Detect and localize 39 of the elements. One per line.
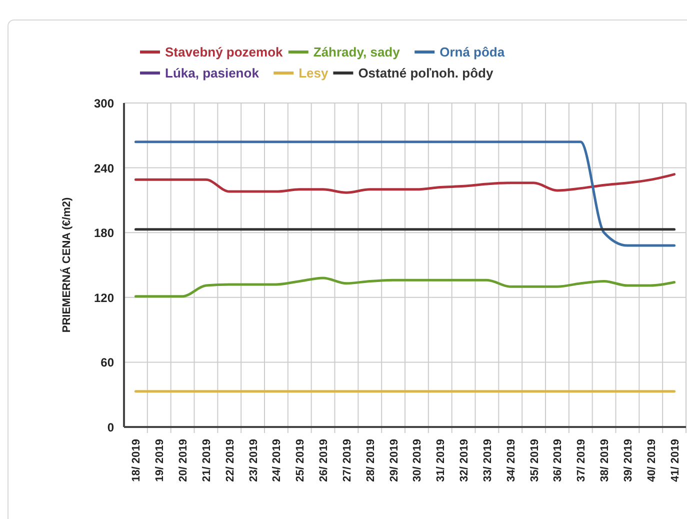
line-series — [134, 276, 676, 298]
x-tick-label: 30/ 2019 — [412, 439, 424, 482]
legend-label: Stavebný pozemok — [165, 44, 284, 60]
line-series — [134, 173, 676, 194]
legend-label: Ostatné poľnoh. pôdy — [358, 66, 494, 80]
x-tick-label: 22/ 2019 — [224, 439, 236, 482]
x-tick-label: 18/ 2019 — [130, 439, 143, 482]
x-tick-label: 24/ 2019 — [271, 439, 284, 482]
x-tick-label: 33/ 2019 — [482, 439, 494, 482]
x-tick-label: 21/ 2019 — [200, 439, 213, 482]
x-tick-label: 37/ 2019 — [576, 439, 588, 482]
y-tick-label: 300 — [94, 96, 114, 110]
y-tick-label: 120 — [94, 290, 114, 305]
y-tick-label: 180 — [94, 226, 114, 240]
x-tick-label: 25/ 2019 — [294, 439, 307, 482]
x-tick-label: 27/ 2019 — [341, 439, 354, 482]
legend-label: Lúka, pasienok — [165, 66, 260, 80]
x-tick-label: 31/ 2019 — [435, 439, 448, 482]
x-tick-label: 35/ 2019 — [528, 439, 541, 482]
legend-label: Záhrady, sady — [313, 44, 401, 60]
x-tick-label: 19/ 2019 — [154, 439, 166, 482]
x-tick-label: 34/ 2019 — [505, 439, 518, 482]
x-tick-label: 40/ 2019 — [646, 439, 658, 482]
legend-label: Lesy — [298, 66, 329, 80]
x-tick-label: 26/ 2019 — [318, 439, 330, 482]
x-tick-label: 36/ 2019 — [552, 439, 564, 482]
x-tick-label: 32/ 2019 — [458, 439, 471, 482]
y-axis-title: PRIEMERNÁ CENA (€/m2) — [60, 197, 73, 333]
y-tick-label: 60 — [100, 356, 114, 370]
y-tick-label: 0 — [107, 420, 114, 434]
legend-label: Orná pôda — [440, 44, 506, 60]
x-tick-label: 29/ 2019 — [388, 439, 400, 482]
x-tick-label: 20/ 2019 — [178, 439, 190, 482]
x-tick-label: 41/ 2019 — [669, 439, 682, 482]
x-tick-label: 23/ 2019 — [248, 439, 260, 482]
x-tick-label: 39/ 2019 — [622, 439, 634, 482]
x-tick-label: 28/ 2019 — [364, 439, 377, 482]
x-tick-label: 38/ 2019 — [599, 439, 612, 482]
y-tick-label: 240 — [94, 161, 114, 176]
